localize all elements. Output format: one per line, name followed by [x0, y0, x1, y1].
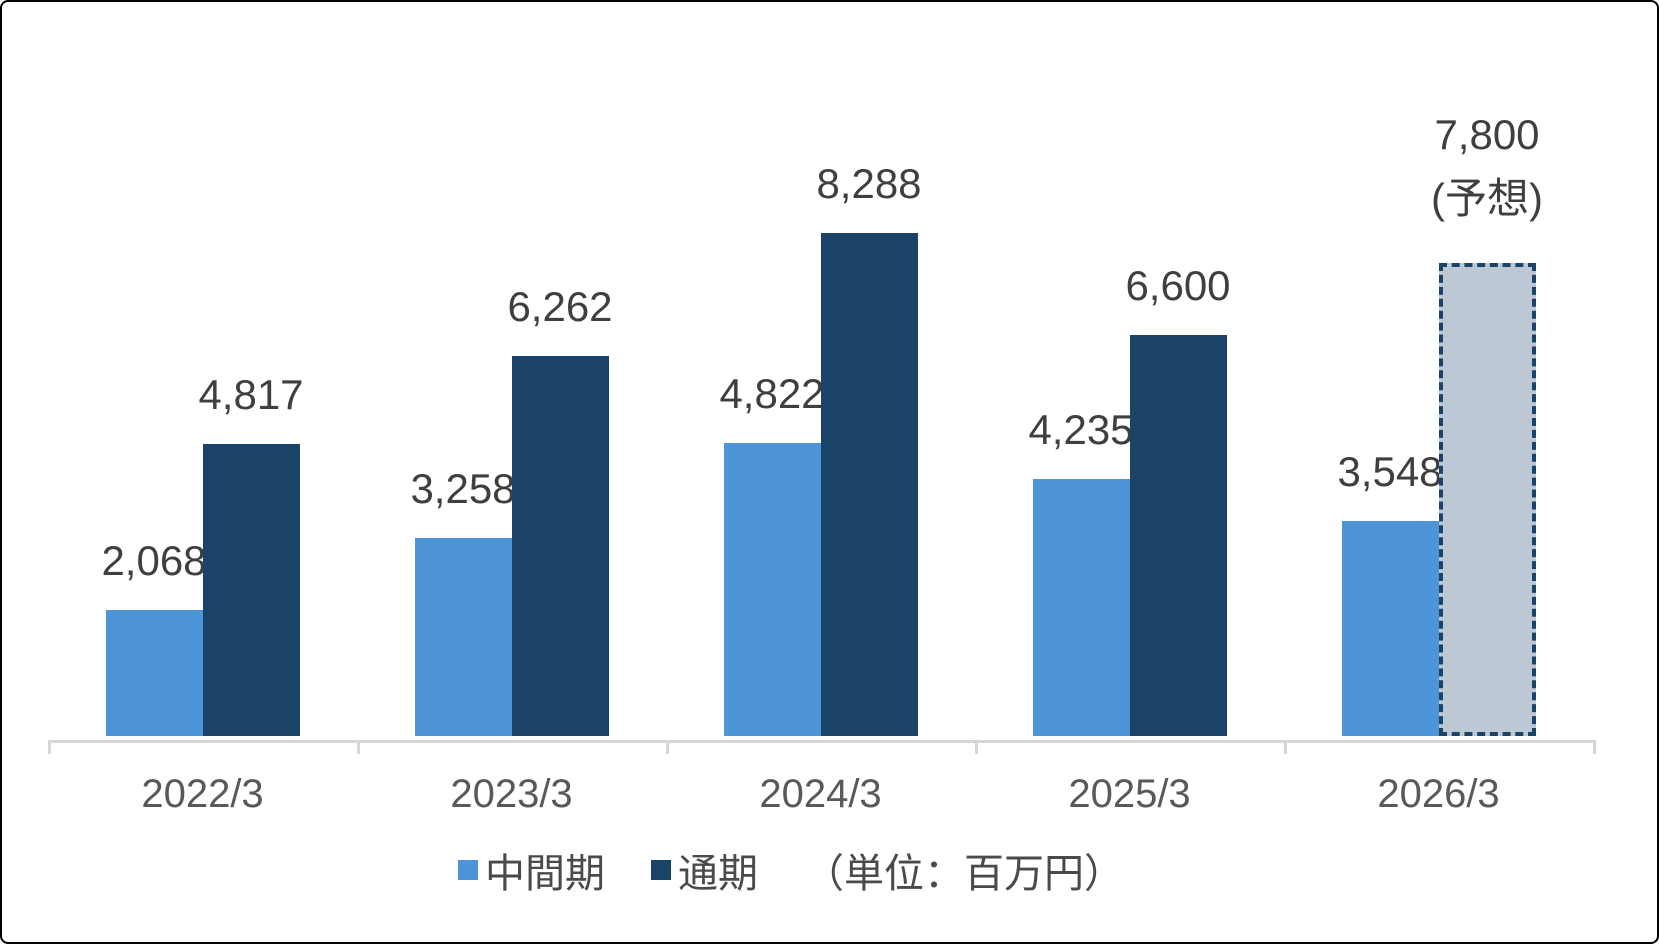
- bar-interim-2024-3: [723, 443, 821, 736]
- value-label-interim-2025-3: 4,235: [1028, 406, 1134, 453]
- value-label-fullyear-2022-3: 4,817: [198, 371, 304, 418]
- legend-item-interim: 中間期: [458, 841, 605, 899]
- value-label-fullyear-2025-3: 6,600: [1125, 262, 1231, 309]
- legend-swatch-interim: [458, 860, 478, 880]
- x-axis-label-2025-3: 2025/3: [1068, 772, 1191, 816]
- legend-item-fullyear: 通期: [651, 841, 758, 899]
- bar-interim-2026-3: [1341, 521, 1439, 736]
- x-axis-tick: [48, 740, 51, 754]
- x-axis-line: [48, 740, 1593, 743]
- value-label-interim-2023-3: 3,258: [410, 465, 516, 512]
- bar-fullyear-2026-3: [1438, 263, 1536, 736]
- bar-fullyear-2022-3: [202, 444, 300, 736]
- bar-interim-2023-3: [414, 538, 512, 736]
- value-label-interim-2026-3: 3,548: [1337, 448, 1443, 495]
- bar-interim-2025-3: [1032, 479, 1130, 736]
- value-label-interim-2022-3: 2,068: [101, 537, 207, 584]
- bar-fullyear-2023-3: [511, 356, 609, 736]
- unit-note: （単位：百万円）: [804, 852, 1124, 896]
- legend-swatch-fullyear: [651, 860, 671, 880]
- x-axis-tick: [357, 740, 360, 754]
- x-axis-label-2026-3: 2026/3: [1377, 772, 1500, 816]
- x-axis-tick: [1593, 740, 1596, 754]
- x-axis-label-2023-3: 2023/3: [450, 772, 573, 816]
- legend-label-interim: 中間期: [485, 852, 605, 896]
- x-axis-tick: [975, 740, 978, 754]
- legend: 中間期 通期 （単位：百万円）: [458, 846, 1124, 896]
- x-axis-tick: [1284, 740, 1287, 754]
- x-axis-label-2022-3: 2022/3: [141, 772, 264, 816]
- bar-fullyear-2025-3: [1129, 335, 1227, 736]
- bar-fullyear-2024-3: [820, 233, 918, 736]
- value-label-fullyear-2026-3: 7,800 (予想): [1431, 111, 1543, 222]
- value-label-fullyear-2024-3: 8,288: [816, 160, 922, 207]
- value-label-fullyear-2023-3: 6,262: [507, 283, 613, 330]
- x-axis-tick: [666, 740, 669, 754]
- x-axis-label-2024-3: 2024/3: [759, 772, 882, 816]
- value-label-interim-2024-3: 4,822: [719, 370, 825, 417]
- legend-label-fullyear: 通期: [678, 852, 758, 896]
- bar-interim-2022-3: [105, 610, 203, 736]
